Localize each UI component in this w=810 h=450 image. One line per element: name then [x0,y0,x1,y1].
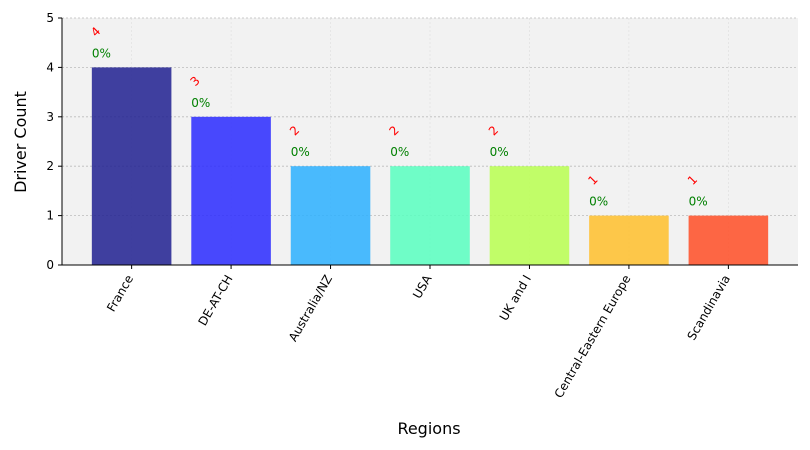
y-tick-label: 1 [46,209,54,223]
bars [91,67,769,266]
percent-label: 0% [291,145,310,159]
percent-label: 0% [490,145,509,159]
y-tick-label: 0 [46,258,54,272]
y-tick-label: 4 [46,60,54,74]
bar [290,166,371,265]
x-tick-label: DE-AT-CH [195,273,235,329]
percent-label: 0% [390,145,409,159]
y-tick-label: 2 [46,159,54,173]
percent-label: 0% [689,195,708,209]
bar [589,215,669,265]
percent-label: 0% [589,195,608,209]
bar [91,67,172,266]
x-ticks: France DE-AT-CH Australia/NZ USA UK and I Cen… [104,265,733,400]
x-tick-label: Scandinavia [684,273,733,343]
y-axis-title: Driver Count [11,91,30,193]
bar [390,166,470,265]
x-tick-label: Central-Eastern Europe [552,273,634,401]
y-tick-label: 3 [46,110,54,124]
bar [489,166,570,265]
x-tick-label: Australia/NZ [286,273,335,344]
y-tick-label: 5 [46,11,54,25]
x-tick-label: France [104,273,136,315]
x-tick-label: USA [410,272,435,301]
y-ticks: 0 1 2 3 4 5 [46,11,62,272]
percent-label: 0% [191,96,210,110]
percent-label: 0% [92,46,111,60]
bar [191,116,271,265]
x-tick-label: UK and I [497,273,534,324]
bar [688,215,769,265]
x-axis-title: Regions [397,419,460,438]
